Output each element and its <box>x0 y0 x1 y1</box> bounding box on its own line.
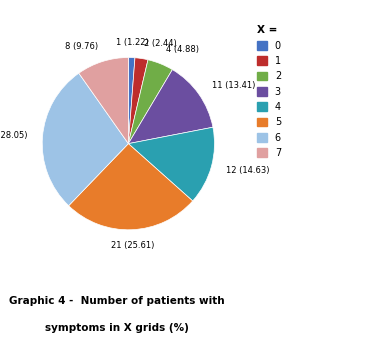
Text: 1 (1.22): 1 (1.22) <box>116 38 149 47</box>
Wedge shape <box>128 57 135 144</box>
Text: 8 (9.76): 8 (9.76) <box>65 42 98 51</box>
Text: 21 (25.61): 21 (25.61) <box>110 241 154 250</box>
Wedge shape <box>79 57 128 144</box>
Text: 12 (14.63): 12 (14.63) <box>226 166 270 175</box>
Text: 11 (13.41): 11 (13.41) <box>212 81 255 90</box>
Wedge shape <box>128 127 214 201</box>
Wedge shape <box>42 73 128 206</box>
Legend: 0, 1, 2, 3, 4, 5, 6, 7: 0, 1, 2, 3, 4, 5, 6, 7 <box>257 25 281 158</box>
Text: Graphic 4 -  Number of patients with: Graphic 4 - Number of patients with <box>9 296 224 306</box>
Wedge shape <box>128 58 148 144</box>
Text: 4 (4.88): 4 (4.88) <box>166 45 200 54</box>
Text: 2 (2.44): 2 (2.44) <box>144 39 177 48</box>
Text: 23 (28.05): 23 (28.05) <box>0 131 27 140</box>
Wedge shape <box>128 60 172 144</box>
Wedge shape <box>128 70 213 144</box>
Wedge shape <box>68 144 193 230</box>
Text: symptoms in X grids (%): symptoms in X grids (%) <box>45 323 189 333</box>
